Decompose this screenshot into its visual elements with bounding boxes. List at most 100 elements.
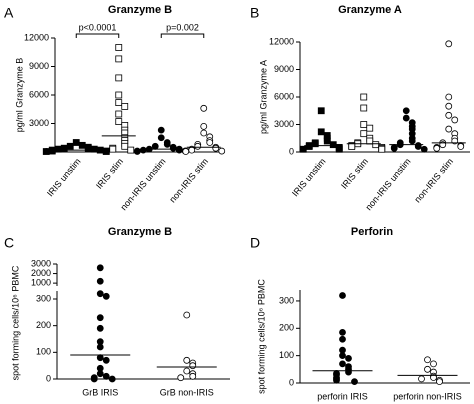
- data-point: [102, 372, 110, 380]
- x-tick-label: non-IRIS unstim: [118, 156, 167, 212]
- data-point: [54, 145, 62, 153]
- y-tick-label: 100: [279, 350, 294, 360]
- data-point: [78, 141, 86, 149]
- data-point: [445, 102, 453, 110]
- data-point: [430, 374, 437, 381]
- data-point: [360, 130, 368, 138]
- x-tick-label: GrB non-IRIS: [160, 387, 214, 397]
- data-point: [345, 354, 352, 362]
- data-point: [218, 147, 226, 155]
- panel-title: Granzyme B: [108, 226, 172, 238]
- x-tick-label: IRIS stim: [339, 156, 370, 190]
- data-point: [90, 145, 98, 153]
- data-point: [90, 375, 98, 383]
- data-point: [305, 143, 313, 150]
- data-point: [430, 360, 437, 368]
- panel-title: Granzyme A: [338, 4, 402, 16]
- data-point: [139, 146, 147, 154]
- data-point: [424, 365, 431, 373]
- y-tick-label: 3000: [31, 258, 51, 268]
- data-point: [115, 118, 123, 125]
- data-point: [418, 375, 425, 383]
- data-point: [360, 104, 368, 112]
- data-point: [329, 141, 337, 149]
- data-point: [102, 356, 110, 364]
- data-point: [72, 139, 80, 146]
- data-point: [96, 324, 104, 332]
- data-point: [212, 144, 220, 152]
- data-point: [457, 143, 465, 150]
- data-point: [157, 126, 165, 134]
- data-point: [390, 144, 398, 152]
- y-tick-label: 6000: [29, 89, 49, 99]
- data-point: [402, 114, 410, 122]
- x-tick-label: perforin IRIS: [317, 391, 368, 401]
- y-tick-label: 9000: [274, 64, 294, 74]
- y-tick-label: 9000: [29, 61, 49, 71]
- data-point: [339, 352, 346, 360]
- data-point: [66, 142, 74, 150]
- panel-letter: C: [4, 235, 14, 251]
- data-point: [345, 368, 352, 376]
- data-point: [445, 93, 453, 101]
- data-point: [408, 137, 416, 145]
- panel-letter: A: [4, 5, 14, 21]
- data-point: [200, 129, 208, 137]
- data-point: [317, 107, 325, 115]
- data-point: [188, 146, 196, 154]
- data-point: [183, 367, 191, 375]
- data-point: [177, 374, 185, 382]
- data-point: [436, 378, 443, 386]
- data-point: [121, 103, 129, 110]
- data-point: [299, 145, 307, 153]
- data-point: [96, 277, 104, 285]
- data-point: [175, 146, 183, 154]
- data-point: [402, 107, 410, 115]
- y-axis-label: pg/ml Granzyme A: [258, 60, 268, 134]
- data-point: [445, 40, 453, 48]
- y-axis-label: spot forming cells/10⁶ PBMC: [256, 279, 266, 394]
- y-tick-label: 300: [36, 293, 51, 303]
- data-point: [451, 116, 459, 124]
- data-point: [183, 356, 191, 364]
- data-point: [424, 356, 431, 364]
- data-point: [366, 137, 374, 145]
- data-point: [115, 99, 123, 106]
- data-point: [96, 343, 104, 351]
- data-point: [163, 140, 171, 148]
- x-tick-label: non-IRIS stim: [412, 156, 455, 204]
- x-tick-label: IRIS unstim: [290, 156, 328, 198]
- panel-title: Perforin: [351, 226, 393, 238]
- data-point: [96, 354, 104, 362]
- data-point: [96, 370, 104, 378]
- data-point: [189, 372, 197, 380]
- data-point: [151, 142, 159, 150]
- p-value: p<0.0001: [79, 22, 117, 32]
- data-point: [445, 125, 453, 133]
- data-point: [317, 128, 325, 136]
- data-point: [200, 122, 208, 130]
- data-point: [372, 141, 380, 149]
- x-tick-label: IRIS unstim: [45, 156, 83, 198]
- data-point: [433, 144, 441, 152]
- comparison-bracket: [75, 33, 120, 38]
- data-point: [133, 148, 141, 155]
- data-point: [96, 146, 104, 154]
- data-point: [335, 145, 343, 153]
- data-point: [115, 55, 123, 63]
- data-point: [360, 93, 368, 101]
- data-point: [339, 360, 346, 368]
- data-point: [200, 104, 208, 112]
- data-point: [323, 137, 331, 145]
- x-tick-label: perforin non-IRIS: [393, 391, 462, 401]
- data-point: [48, 147, 56, 155]
- p-value: p=0.002: [166, 22, 199, 32]
- data-point: [420, 145, 428, 153]
- data-point: [351, 378, 358, 386]
- data-point: [333, 376, 340, 384]
- data-point: [182, 148, 190, 155]
- data-point: [115, 91, 123, 99]
- data-point: [445, 111, 453, 119]
